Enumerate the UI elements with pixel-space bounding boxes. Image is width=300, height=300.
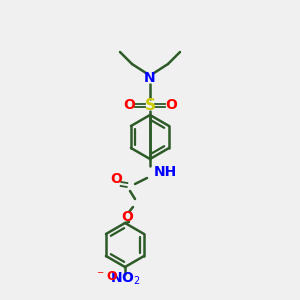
Text: O: O	[110, 172, 122, 186]
Text: O: O	[121, 210, 133, 224]
Text: NH: NH	[154, 165, 177, 179]
Text: $^-$O: $^-$O	[95, 271, 119, 284]
Text: O: O	[165, 98, 177, 112]
Text: O: O	[123, 98, 135, 112]
Text: NO$_2$: NO$_2$	[110, 271, 140, 287]
Text: N: N	[144, 71, 156, 85]
Text: S: S	[145, 98, 155, 112]
